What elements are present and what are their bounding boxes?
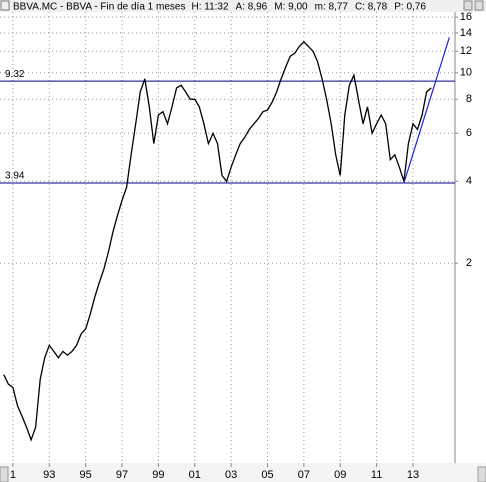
scrollbar-button[interactable]	[477, 466, 486, 482]
header-field: C: 8,78	[355, 2, 388, 13]
reference-label: 9.32	[5, 69, 25, 80]
x-tick-label: 13	[407, 469, 419, 481]
y-tick-label: 14	[460, 27, 472, 39]
x-tick-label: 09	[334, 469, 346, 481]
price-line	[3, 40, 432, 442]
header-field: H: 11:32	[191, 2, 228, 13]
y-tick-label: 2	[466, 257, 472, 269]
header-field: M: 9,00	[274, 2, 308, 13]
x-tick-label: 01	[189, 469, 201, 481]
toolbar-button[interactable]	[474, 0, 484, 11]
header-icon[interactable]	[0, 0, 10, 11]
y-tick-label: 16	[460, 11, 472, 23]
header: BBVA.MC - BBVA - Fin de día 1 meses H: 1…	[13, 2, 426, 13]
trend-line	[403, 37, 450, 184]
y-tick-label: 12	[460, 45, 472, 57]
x-tick-label: 99	[152, 469, 164, 481]
header-field: P: 0,76	[394, 2, 426, 13]
x-tick-label: 11	[371, 469, 382, 481]
y-tick-label: 8	[466, 93, 472, 105]
x-tick-label: 97	[116, 469, 128, 481]
x-tick-label: 95	[80, 469, 92, 481]
y-tick-label: 4	[466, 175, 472, 187]
header-title: BBVA.MC - BBVA - Fin de día 1 meses	[13, 2, 185, 13]
x-axis-area	[0, 463, 486, 482]
y-tick-label: 10	[460, 67, 472, 79]
x-tick-label: 07	[298, 469, 310, 481]
x-tick-label: 05	[261, 469, 273, 481]
toolbar-button[interactable]	[463, 0, 473, 11]
header-bar	[0, 0, 486, 12]
x-tick-label: 03	[225, 469, 237, 481]
x-tick-label: 93	[43, 469, 55, 481]
scrollbar-button[interactable]	[0, 466, 9, 482]
header-field: m: 8,77	[315, 2, 349, 13]
y-tick-label: 6	[466, 127, 472, 139]
x-tick-label: 1	[10, 469, 16, 481]
header-field: A: 8,96	[236, 2, 268, 13]
reference-label: 3.94	[5, 171, 25, 182]
